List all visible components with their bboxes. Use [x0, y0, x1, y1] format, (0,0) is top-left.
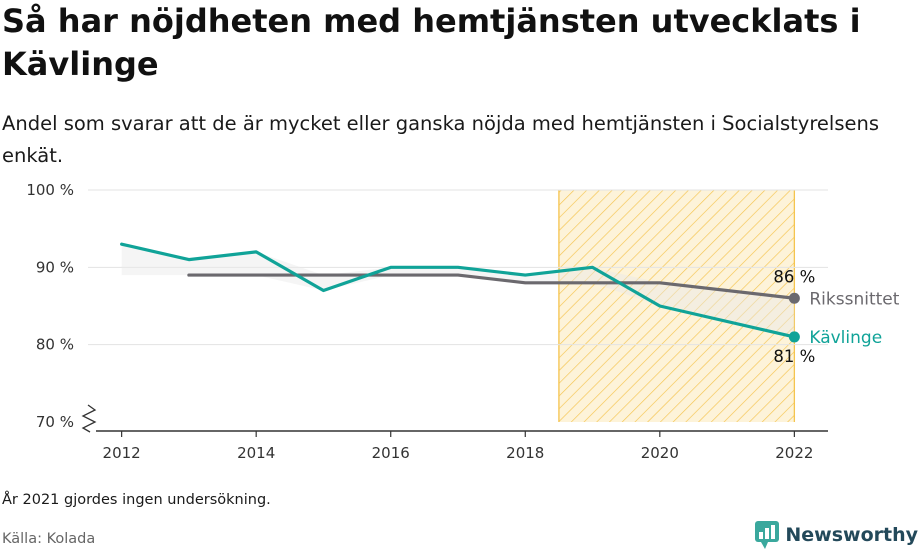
x-tick-label: 2012 — [103, 444, 141, 462]
axis-break-icon — [81, 404, 97, 433]
series-line-0 — [187, 273, 796, 300]
y-tick-label: 70 % — [36, 413, 74, 431]
y-tick-label: 80 % — [36, 336, 74, 354]
y-tick-label: 100 % — [26, 181, 74, 199]
series-name-label: Kävlinge — [809, 328, 882, 348]
chart-subtitle: Andel som svarar att de är mycket eller … — [2, 112, 880, 167]
end-value-label: 86 % — [773, 267, 815, 286]
brand-logo: Newsworthy — [755, 520, 918, 550]
newsworthy-icon — [755, 521, 780, 549]
gap-area — [121, 244, 795, 337]
source-text: Källa: Kolada — [2, 531, 96, 547]
x-tick-label: 2022 — [775, 444, 813, 462]
highlight-region — [558, 190, 795, 422]
brand-name: Newsworthy — [785, 524, 918, 546]
line-chart: 70 % 80 % 90 % 100 % 2012 2014 2016 2018 2020 20… — [26, 181, 899, 462]
y-tick-label: 90 % — [36, 258, 74, 276]
x-tick-label: 2016 — [372, 444, 410, 462]
x-tick-label: 2020 — [641, 444, 679, 462]
x-tick-label: 2014 — [237, 444, 275, 462]
series-name-label: Rikssnittet — [809, 289, 899, 309]
chart-title: Så har nöjdheten med hemtjänsten utveckl… — [2, 2, 861, 83]
series-end-point-1 — [788, 331, 800, 343]
x-tick-label: 2018 — [506, 444, 544, 462]
series-end-point-0 — [788, 292, 800, 304]
footnote: År 2021 gjordes ingen undersökning. — [2, 492, 271, 508]
end-value-label: 81 % — [773, 347, 815, 366]
series-line-1 — [120, 242, 796, 339]
